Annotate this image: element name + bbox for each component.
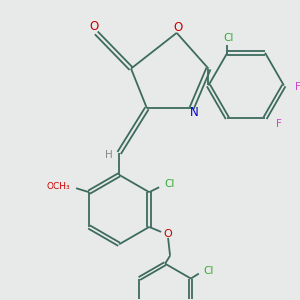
Text: H: H (105, 150, 113, 160)
Text: O: O (90, 20, 99, 33)
Text: Cl: Cl (223, 33, 233, 43)
Text: O: O (173, 21, 182, 34)
Text: N: N (190, 106, 199, 119)
Text: OCH₃: OCH₃ (46, 182, 70, 191)
Text: Cl: Cl (164, 179, 174, 189)
Text: Cl: Cl (204, 266, 214, 276)
Text: O: O (164, 229, 172, 239)
Text: F: F (276, 119, 282, 129)
Text: F: F (295, 82, 300, 92)
